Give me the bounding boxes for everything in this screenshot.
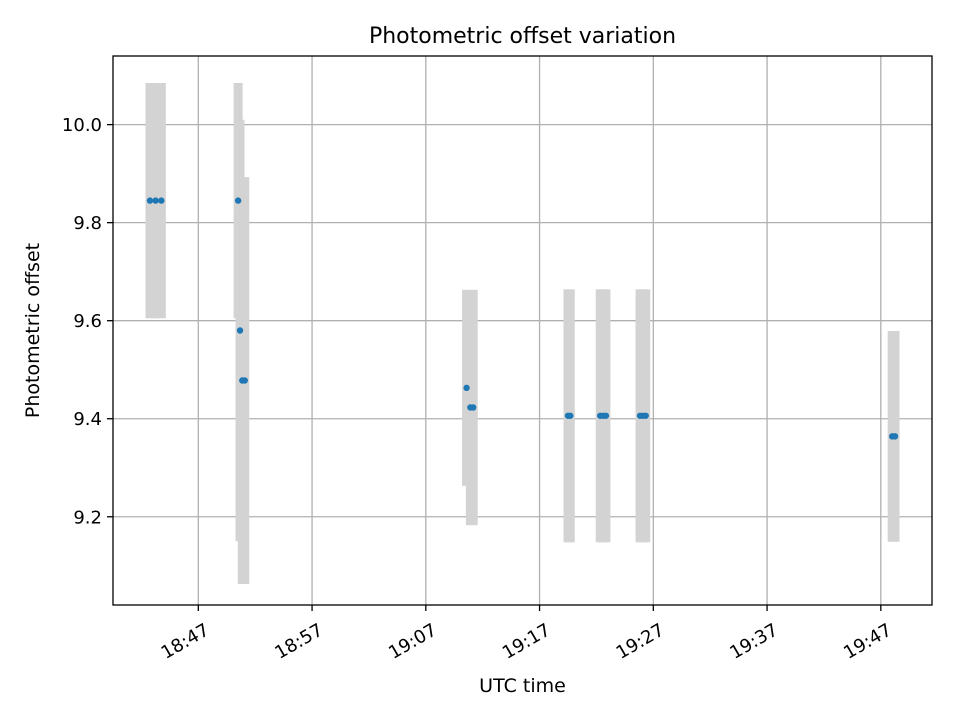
data-points	[146, 197, 899, 440]
data-point	[642, 412, 649, 419]
y-tick-label: 9.2	[73, 507, 102, 528]
data-point	[158, 197, 165, 204]
plot-frame	[112, 55, 933, 606]
data-point	[602, 412, 610, 419]
y-tick-label: 9.6	[73, 311, 102, 332]
y-tick-label: 9.4	[73, 409, 102, 430]
data-point	[470, 404, 477, 411]
data-point	[463, 384, 470, 392]
y-tick-label: 10.0	[62, 115, 102, 136]
y-tick-label: 9.8	[73, 213, 102, 234]
data-point	[567, 412, 574, 419]
data-point	[152, 197, 159, 204]
data-point	[146, 197, 154, 204]
x-axis-label: UTC time	[479, 675, 566, 697]
grid	[113, 56, 932, 605]
data-point	[241, 377, 248, 384]
data-point	[234, 197, 242, 204]
y-axis-label: Photometric offset	[22, 243, 44, 418]
data-point	[236, 327, 244, 334]
data-point	[891, 433, 899, 440]
chart-title: Photometric offset variation	[369, 24, 676, 49]
